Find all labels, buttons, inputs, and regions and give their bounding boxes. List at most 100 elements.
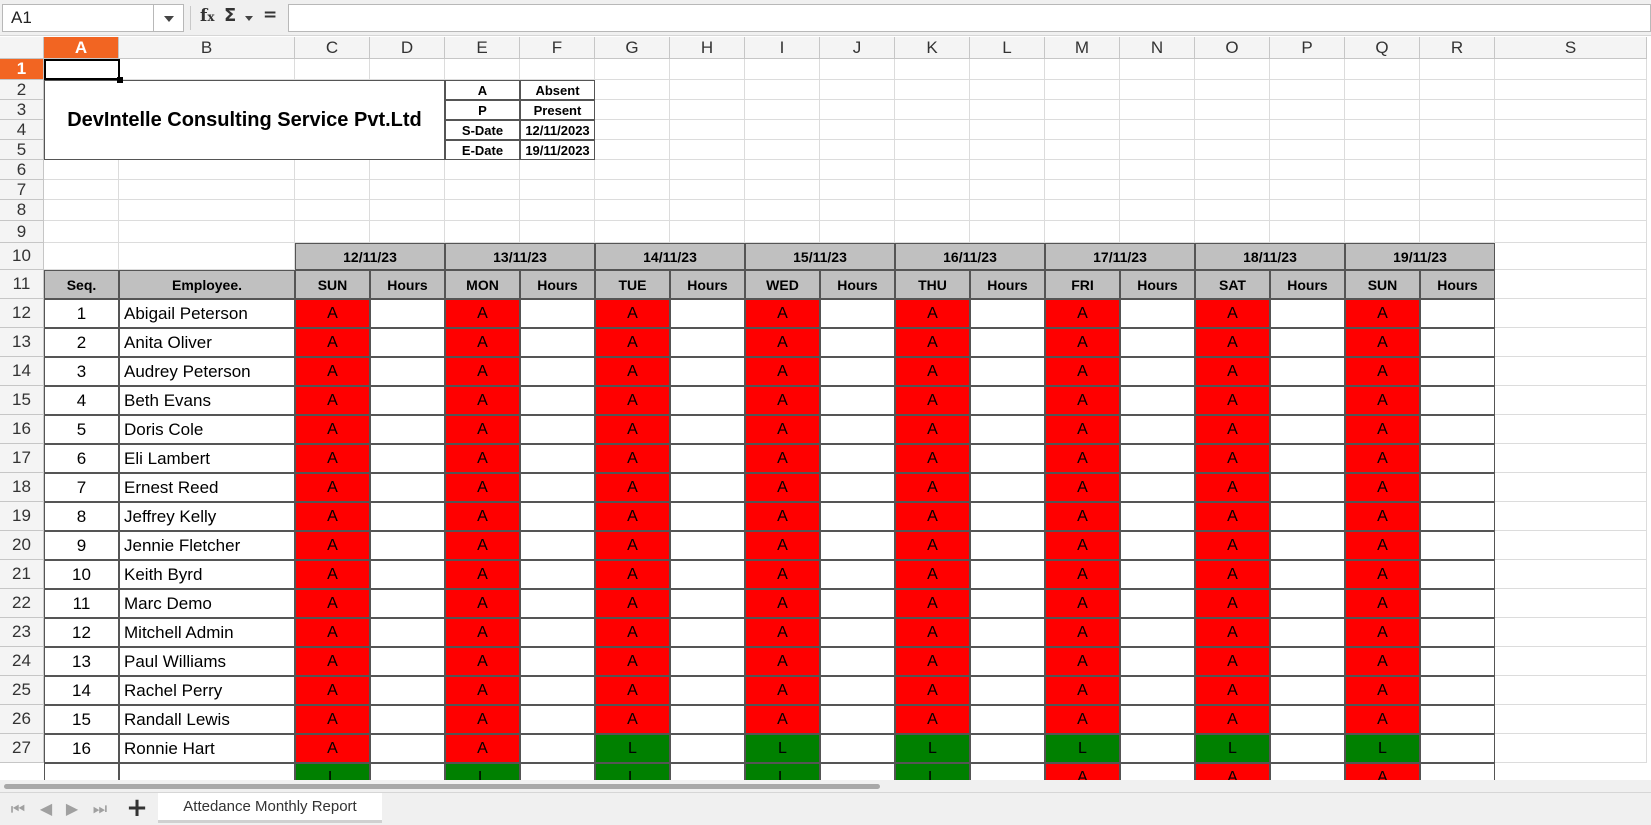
hours-cell[interactable] bbox=[820, 676, 895, 705]
hours-header[interactable]: Hours bbox=[820, 270, 895, 299]
grid-cell[interactable] bbox=[745, 59, 820, 80]
hours-cell[interactable] bbox=[970, 647, 1045, 676]
attendance-status[interactable]: A bbox=[1195, 618, 1270, 647]
grid-cell[interactable] bbox=[119, 221, 295, 243]
grid-cell[interactable] bbox=[820, 100, 895, 120]
hours-cell[interactable] bbox=[670, 299, 745, 328]
attendance-status[interactable]: A bbox=[1345, 444, 1420, 473]
grid-cell[interactable] bbox=[895, 80, 970, 100]
hours-cell[interactable] bbox=[520, 589, 595, 618]
grid-cell[interactable] bbox=[1420, 80, 1495, 100]
employee-seq[interactable]: 4 bbox=[44, 386, 119, 415]
hours-cell[interactable] bbox=[1120, 763, 1195, 780]
attendance-status[interactable]: L bbox=[745, 734, 820, 763]
hours-cell[interactable] bbox=[1120, 357, 1195, 386]
hours-cell[interactable] bbox=[1420, 676, 1495, 705]
hours-cell[interactable] bbox=[820, 328, 895, 357]
hours-cell[interactable] bbox=[670, 647, 745, 676]
grid-cell[interactable] bbox=[745, 120, 820, 140]
employee-name[interactable]: Audrey Peterson bbox=[119, 357, 295, 386]
grid-cell[interactable] bbox=[119, 200, 295, 221]
legend-key[interactable]: P bbox=[445, 100, 520, 120]
attendance-status[interactable]: A bbox=[1045, 647, 1120, 676]
grid-cell[interactable] bbox=[1495, 734, 1647, 763]
employee-seq[interactable]: 12 bbox=[44, 618, 119, 647]
grid-cell[interactable] bbox=[44, 243, 119, 270]
sheet-tab[interactable]: Attedance Monthly Report bbox=[158, 793, 382, 823]
attendance-status[interactable]: A bbox=[595, 386, 670, 415]
grid-cell[interactable] bbox=[445, 200, 520, 221]
grid-cell[interactable] bbox=[1420, 120, 1495, 140]
attendance-status[interactable]: A bbox=[1045, 328, 1120, 357]
hours-cell[interactable] bbox=[1120, 589, 1195, 618]
grid-cell[interactable] bbox=[1270, 80, 1345, 100]
column-header-e[interactable]: E bbox=[445, 37, 520, 59]
attendance-status[interactable]: A bbox=[445, 705, 520, 734]
grid-cell[interactable] bbox=[1120, 140, 1195, 160]
attendance-status[interactable]: A bbox=[595, 328, 670, 357]
hours-cell[interactable] bbox=[820, 647, 895, 676]
hours-cell[interactable] bbox=[1120, 531, 1195, 560]
hours-cell[interactable] bbox=[1420, 705, 1495, 734]
hours-cell[interactable] bbox=[1420, 560, 1495, 589]
attendance-status[interactable]: A bbox=[1345, 647, 1420, 676]
hours-cell[interactable] bbox=[520, 763, 595, 780]
hours-cell[interactable] bbox=[970, 531, 1045, 560]
hours-cell[interactable] bbox=[1420, 734, 1495, 763]
employee-name[interactable]: Jennie Fletcher bbox=[119, 531, 295, 560]
legend-value[interactable]: Present bbox=[520, 100, 595, 120]
company-title[interactable]: DevIntelle Consulting Service Pvt.Ltd bbox=[44, 80, 445, 160]
attendance-status[interactable]: A bbox=[295, 473, 370, 502]
attendance-status[interactable]: A bbox=[445, 386, 520, 415]
attendance-status[interactable]: L bbox=[1045, 734, 1120, 763]
attendance-status[interactable]: A bbox=[1045, 531, 1120, 560]
grid-cell[interactable] bbox=[44, 221, 119, 243]
hours-cell[interactable] bbox=[1120, 473, 1195, 502]
row-header-19[interactable]: 19 bbox=[0, 502, 44, 531]
attendance-status[interactable]: A bbox=[445, 502, 520, 531]
attendance-status[interactable]: A bbox=[1045, 705, 1120, 734]
grid-cell[interactable] bbox=[1420, 160, 1495, 180]
row-header-12[interactable]: 12 bbox=[0, 299, 44, 328]
grid-cell[interactable] bbox=[1495, 676, 1647, 705]
grid-cell[interactable] bbox=[970, 140, 1045, 160]
grid-cell[interactable] bbox=[1120, 100, 1195, 120]
grid-cell[interactable] bbox=[1120, 80, 1195, 100]
employee-seq[interactable]: 5 bbox=[44, 415, 119, 444]
attendance-status[interactable]: L bbox=[445, 763, 520, 780]
grid-cell[interactable] bbox=[1495, 560, 1647, 589]
hours-header[interactable]: Hours bbox=[970, 270, 1045, 299]
attendance-status[interactable]: A bbox=[895, 531, 970, 560]
grid-cell[interactable] bbox=[1195, 59, 1270, 80]
name-box-dropdown-icon[interactable] bbox=[154, 4, 184, 32]
hours-cell[interactable] bbox=[1420, 386, 1495, 415]
attendance-status[interactable]: L bbox=[595, 734, 670, 763]
prev-sheet-icon[interactable]: ◀ bbox=[39, 799, 53, 818]
attendance-status[interactable]: A bbox=[745, 647, 820, 676]
grid-cell[interactable] bbox=[44, 200, 119, 221]
hours-cell[interactable] bbox=[1420, 444, 1495, 473]
column-header-i[interactable]: I bbox=[745, 37, 820, 59]
grid-cell[interactable] bbox=[1495, 589, 1647, 618]
hours-cell[interactable] bbox=[1120, 676, 1195, 705]
grid-cell[interactable] bbox=[295, 200, 370, 221]
employee-name[interactable]: Keith Byrd bbox=[119, 560, 295, 589]
grid-cell[interactable] bbox=[1045, 221, 1120, 243]
attendance-status[interactable]: A bbox=[745, 618, 820, 647]
scrollbar-thumb[interactable] bbox=[4, 784, 880, 789]
grid-cell[interactable] bbox=[670, 200, 745, 221]
hours-cell[interactable] bbox=[520, 647, 595, 676]
attendance-status[interactable]: A bbox=[1345, 763, 1420, 780]
hours-cell[interactable] bbox=[1120, 299, 1195, 328]
hours-cell[interactable] bbox=[970, 386, 1045, 415]
attendance-status[interactable]: A bbox=[895, 328, 970, 357]
attendance-status[interactable]: A bbox=[595, 705, 670, 734]
grid-cell[interactable] bbox=[895, 200, 970, 221]
row-header-20[interactable]: 20 bbox=[0, 531, 44, 560]
column-header-s[interactable]: S bbox=[1495, 37, 1647, 59]
employee-name[interactable]: Marc Demo bbox=[119, 589, 295, 618]
attendance-status[interactable]: A bbox=[1045, 357, 1120, 386]
grid-cell[interactable] bbox=[1345, 59, 1420, 80]
employee-name[interactable] bbox=[119, 763, 295, 780]
hours-cell[interactable] bbox=[670, 502, 745, 531]
